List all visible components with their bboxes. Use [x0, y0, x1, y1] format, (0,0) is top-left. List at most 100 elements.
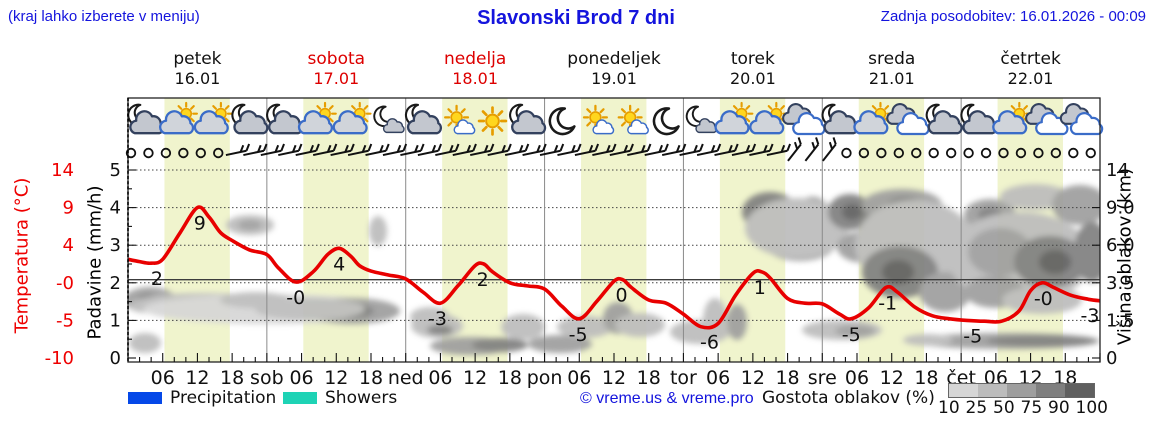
hour-label: 12 [602, 367, 626, 389]
wind-barb-icon [452, 143, 477, 157]
hour-label: 18 [914, 367, 938, 389]
wind-calm-icon [1068, 147, 1079, 159]
moon-glyph [548, 107, 576, 136]
precipitation-tick-label: 4 [110, 198, 121, 219]
weather-icon-sun-small-cloud [582, 104, 615, 135]
wind-barb-icon [365, 143, 390, 157]
weather-icon-moon-cloud [127, 103, 165, 135]
cloud-glyph [193, 110, 229, 135]
temperature-tick-label: -10 [45, 348, 74, 369]
sun-glyph [477, 106, 508, 136]
density-tick-label: 90 [1048, 398, 1070, 418]
hour-label: 06 [845, 367, 869, 389]
wind-calm-icon [178, 147, 189, 159]
day-date: 22.01 [1007, 68, 1054, 88]
density-swatch-10 [949, 384, 978, 397]
day-abbrev-label: tor [670, 367, 697, 389]
cloud-blob [557, 316, 613, 338]
day-name: nedelja [443, 49, 507, 69]
wind-calm-icon [143, 147, 154, 159]
cloud-glyph [406, 110, 443, 135]
day-name: četrtek [1000, 49, 1061, 69]
temperature-value-label: 4 [333, 253, 345, 275]
temperature-value-label: -5 [569, 324, 588, 346]
cloud-glyph [453, 119, 476, 135]
weather-icon-sun-cloud [193, 101, 233, 135]
wind-calm-icon [928, 147, 939, 159]
weather-icon-sun-small-cloud [444, 104, 476, 135]
showers-legend-label: Showers [325, 388, 398, 408]
copyright-link[interactable]: © vreme.us & vreme.pro [580, 390, 754, 407]
day-headers: petek 16.01 sobota 17.01 nedelja 18.01 ponedel… [128, 49, 1100, 88]
cloud-glyph [714, 110, 750, 135]
cloud-glyph [382, 118, 405, 134]
temperature-value-label: -3 [1081, 305, 1100, 327]
temperature-tick-label: 14 [51, 160, 74, 181]
hour-label: 12 [324, 367, 348, 389]
wind-calm-icon [963, 147, 974, 159]
temperature-value-label: 2 [477, 269, 489, 291]
wind-barb-icon [487, 143, 512, 157]
wind-barb-icon [225, 143, 251, 157]
day-date: 19.01 [591, 68, 637, 88]
wind-barb-icon [679, 143, 704, 157]
weather-icon-moon-small-cloud [685, 105, 718, 134]
day-header-petek: petek 16.01 [128, 49, 267, 88]
day-header-sreda: sreda 21.01 [822, 49, 961, 88]
weather-icon-sun-cloud [159, 101, 198, 135]
day-header-sobota: sobota 17.01 [267, 49, 406, 88]
wind-barb-icon [295, 143, 320, 157]
weather-icon-moon-cloud [960, 103, 998, 135]
wind-barb-icon [435, 143, 460, 157]
density-swatch-90 [1065, 384, 1094, 397]
precipitation-tick-label: 3 [110, 235, 121, 256]
cloud-blob [129, 333, 161, 353]
wind-barb-icon [627, 143, 652, 157]
wind-barb-icon [400, 143, 425, 157]
cloud-blob [882, 260, 914, 284]
hour-label: 18 [220, 367, 244, 389]
hour-labels: 06 12 18 sob 06 12 18 ned 06 12 18 pon 06 12 18 tor 06 12… [151, 367, 1078, 389]
wind-calm-icon [980, 147, 992, 159]
hour-label: 12 [185, 367, 209, 389]
temperature-value-label: -3 [428, 308, 447, 330]
wind-barb-icon [574, 143, 600, 157]
last-update: Zadnja posodobitev: 16.01.2026 - 00:09 [880, 8, 1146, 25]
cloud-blob [835, 325, 875, 337]
day-abbrev-label: ned [388, 367, 424, 389]
cloud-glyph [927, 110, 963, 135]
temperature-value-label: -0 [1034, 288, 1053, 310]
hour-label: 18 [637, 367, 661, 389]
density-tick-label: 10 [938, 398, 960, 418]
wind-calm-icon [195, 147, 207, 159]
cloud-density-colorbar-ticks: 10 25 50 75 90 100 [938, 398, 1108, 418]
day-date: 20.01 [729, 68, 776, 88]
wind-barb-icon [749, 143, 774, 157]
weather-icon-moon-cloud [925, 103, 963, 135]
cloud-blob [528, 335, 592, 353]
day-date: 21.01 [868, 68, 915, 88]
page-title: Slavonski Brod 7 dni [477, 7, 675, 29]
temperature-value-label: -1 [878, 293, 897, 315]
wind-barb-icon [470, 143, 495, 157]
wind-calm-icon [1050, 147, 1062, 159]
weather-icon-clouds [782, 103, 826, 136]
wind-calm-icon [945, 147, 957, 159]
cloud-blob [919, 272, 971, 312]
wind-barb-icon [243, 143, 268, 157]
hour-label: 18 [498, 367, 522, 389]
wind-barb-icon [347, 143, 373, 157]
cloud-glyph [297, 110, 333, 135]
temperature-labels: 2 9 -0 4 -3 2 -5 0 -6 1 -5 -1 -5 -0 -3 [151, 213, 1100, 354]
cloud-blob [255, 298, 365, 320]
cloud-glyph [159, 110, 195, 135]
weather-icon-sun-cloud [714, 101, 754, 135]
wind-barb-icon [330, 143, 355, 157]
weather-icon-moon-cloud [821, 103, 859, 135]
wind-barb-icon [731, 143, 757, 157]
density-tick-label: 100 [1075, 398, 1108, 418]
density-tick-label: 50 [993, 398, 1015, 418]
density-swatch-75 [1036, 384, 1065, 397]
